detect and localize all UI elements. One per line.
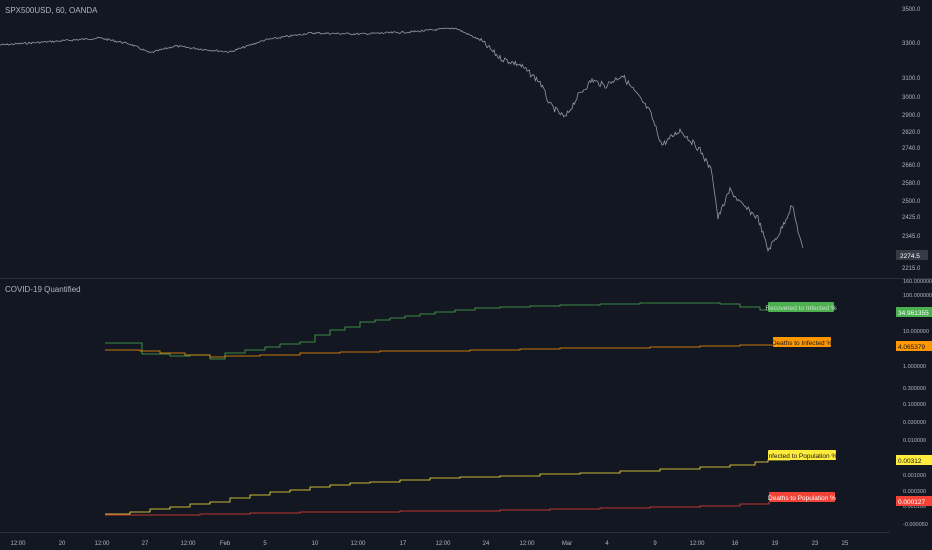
indicator-tick-label: 0.000100 [903,504,926,510]
price-tick-label: 2580.0 [902,181,921,187]
symbol-title: SPX500USD, 60, OANDA [5,6,98,15]
recovered-value-text: 34.961355 [898,310,929,317]
price-tick-label: 2215.0 [902,266,921,272]
indicator-title: COVID-19 Quantified [5,285,81,294]
deaths-infected-value-tag: 4.065379 [896,341,932,351]
deaths-pop-value-text: 0.000127 [898,499,925,506]
time-tick-label: Mar [562,541,572,547]
price-pane[interactable]: SPX500USD, 60, OANDA [0,6,804,253]
time-tick-label: 12:00 [94,541,110,547]
indicator-tick-label: -0.000050 [903,522,928,528]
time-tick-label: 23 [812,541,819,547]
infected-pop-label: Infected to Population % [767,450,838,460]
time-tick-label: 5 [263,541,267,547]
time-tick-label: 12:00 [689,541,705,547]
indicator-pane[interactable]: COVID-19 Quantified Recovered to Infecte… [5,285,838,516]
price-tick-label: 2660.0 [902,163,921,169]
recovered-value-tag: 34.961355 [896,307,932,317]
time-tick-label: 16 [732,541,739,547]
time-tick-label: 24 [483,541,490,547]
deaths-pop-label-text: Deaths to Population % [768,495,836,502]
price-tick-label: 3000.0 [902,95,921,101]
deaths-infected-label-text: Deaths to Infected % [772,340,833,347]
recovered-label: Recovered to Infected % [765,302,837,312]
indicator-tick-label: 100.000000 [903,293,932,299]
indicator-tick-label: 0.000300 [903,489,926,495]
indicator-tick-label: 0.001000 [903,473,926,479]
price-tick-label: 2425.0 [902,215,921,221]
time-tick-label: 19 [772,541,779,547]
time-tick-label: 12:00 [10,541,26,547]
time-tick-label: 4 [605,541,609,547]
indicator-tick-label: 160.000000 [903,279,932,285]
time-tick-label: 27 [142,541,149,547]
deaths-infected-label: Deaths to Infected % [772,337,833,347]
price-tick-label: 2740.0 [902,146,921,152]
price-axis[interactable]: 3500.0 3300.0 3100.0 3000.0 2900.0 2820.0 2740… [902,7,921,272]
time-tick-label: 12:00 [350,541,366,547]
indicator-tick-label: 0.300000 [903,386,926,392]
indicator-tick-label: 0.010000 [903,438,926,444]
time-tick-label: 10 [312,541,319,547]
price-tick-label: 3500.0 [902,7,921,13]
time-axis[interactable]: 12:00 20 12:00 27 12:00 Feb 5 10 12:00 17 12:00 24 1… [10,541,849,547]
time-tick-label: Feb [220,541,231,547]
indicator-tick-label: 0.100000 [903,402,926,408]
time-tick-label: 20 [59,541,66,547]
time-tick-label: 17 [400,541,407,547]
time-tick-label: 12:00 [519,541,535,547]
indicator-axis[interactable]: 160.000000 100.000000 10.000000 1.000000 0.3… [903,279,932,528]
price-tick-label: 2500.0 [902,199,921,205]
price-line [0,27,804,253]
indicator-tick-label: 0.030000 [903,420,926,426]
deaths-pop-value-tag: 0.000127 [896,496,932,506]
price-tick-label: 3100.0 [902,76,921,82]
price-tick-label: 2900.0 [902,113,921,119]
infected-to-population-line [105,459,790,515]
deaths-pop-label: Deaths to Population % [768,492,836,502]
price-tick-label: 3300.0 [902,41,921,47]
last-price-tag: 2274.5 [896,250,928,260]
deaths-to-population-line [105,502,770,516]
indicator-tick-label: 1.000000 [903,364,926,370]
recovered-label-text: Recovered to Infected % [765,305,836,312]
deaths-to-infected-line [105,344,774,358]
time-tick-label: 12:00 [180,541,196,547]
infected-pop-label-text: Infected to Population % [767,453,838,460]
infected-pop-value-text: 0.00312 [898,458,922,465]
last-price-text: 2274.5 [900,253,920,260]
price-tick-label: 2345.0 [902,234,921,240]
infected-pop-value-tag: 0.00312 [896,455,932,465]
time-tick-label: 12:00 [435,541,451,547]
recovered-to-infected-line [105,302,769,360]
time-tick-label: 9 [653,541,657,547]
time-tick-label: 25 [842,541,849,547]
indicator-tick-label: 10.000000 [903,329,929,335]
deaths-infected-value-text: 4.065379 [898,344,925,351]
price-tick-label: 2820.0 [902,130,921,136]
